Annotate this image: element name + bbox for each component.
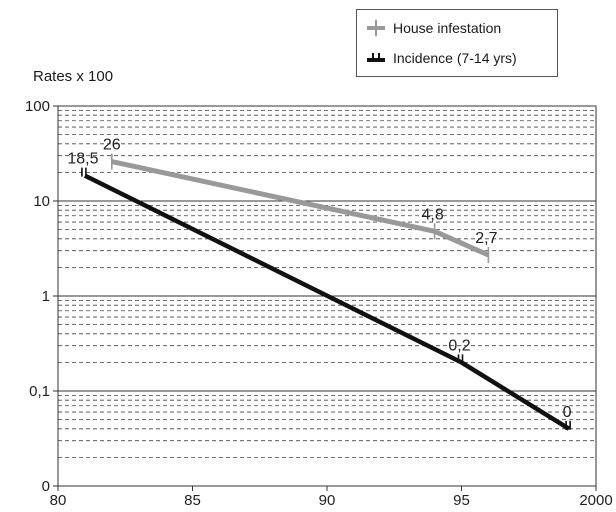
data-label: 0,2 [448,337,470,354]
data-label: 18,5 [67,151,98,168]
data-label: 26 [103,137,121,154]
data-label: 4,8 [421,206,443,223]
data-labels: 26 4,8 2,7 18,5 0,2 0 [67,137,571,421]
x-tick-label: 90 [319,492,336,509]
x-tick-label: 95 [453,492,470,509]
x-tick-label: 80 [50,492,67,509]
x-tick-label: 2000 [579,492,612,509]
series-line [83,173,571,431]
data-label: 2,7 [475,230,497,247]
series-lines [81,153,571,431]
legend-item-house-infestation: House infestation [367,18,501,38]
y-tick-label: 0 [42,478,50,495]
legend-item-incidence: Incidence (7-14 yrs) [367,48,517,68]
axes [53,105,597,491]
data-label: 0 [563,404,572,421]
y-axis-label: Rates x 100 [33,68,114,85]
legend-label: House infestation [393,20,502,36]
grid-lines [58,109,596,458]
legend: House infestation Incidence (7-14 yrs) [356,9,558,77]
y-tick-label: 10 [33,193,50,210]
legend-swatch-black [367,49,385,67]
y-tick-label: 100 [25,98,50,115]
y-tick-label: 1 [42,288,50,305]
legend-label: Incidence (7-14 yrs) [393,50,517,66]
legend-swatch-gray [367,19,385,37]
x-tick-label: 85 [184,492,201,509]
tick-labels: 80 85 90 95 2000 0 0,1 1 10 100 [25,98,613,509]
y-tick-label: 0,1 [29,383,50,400]
